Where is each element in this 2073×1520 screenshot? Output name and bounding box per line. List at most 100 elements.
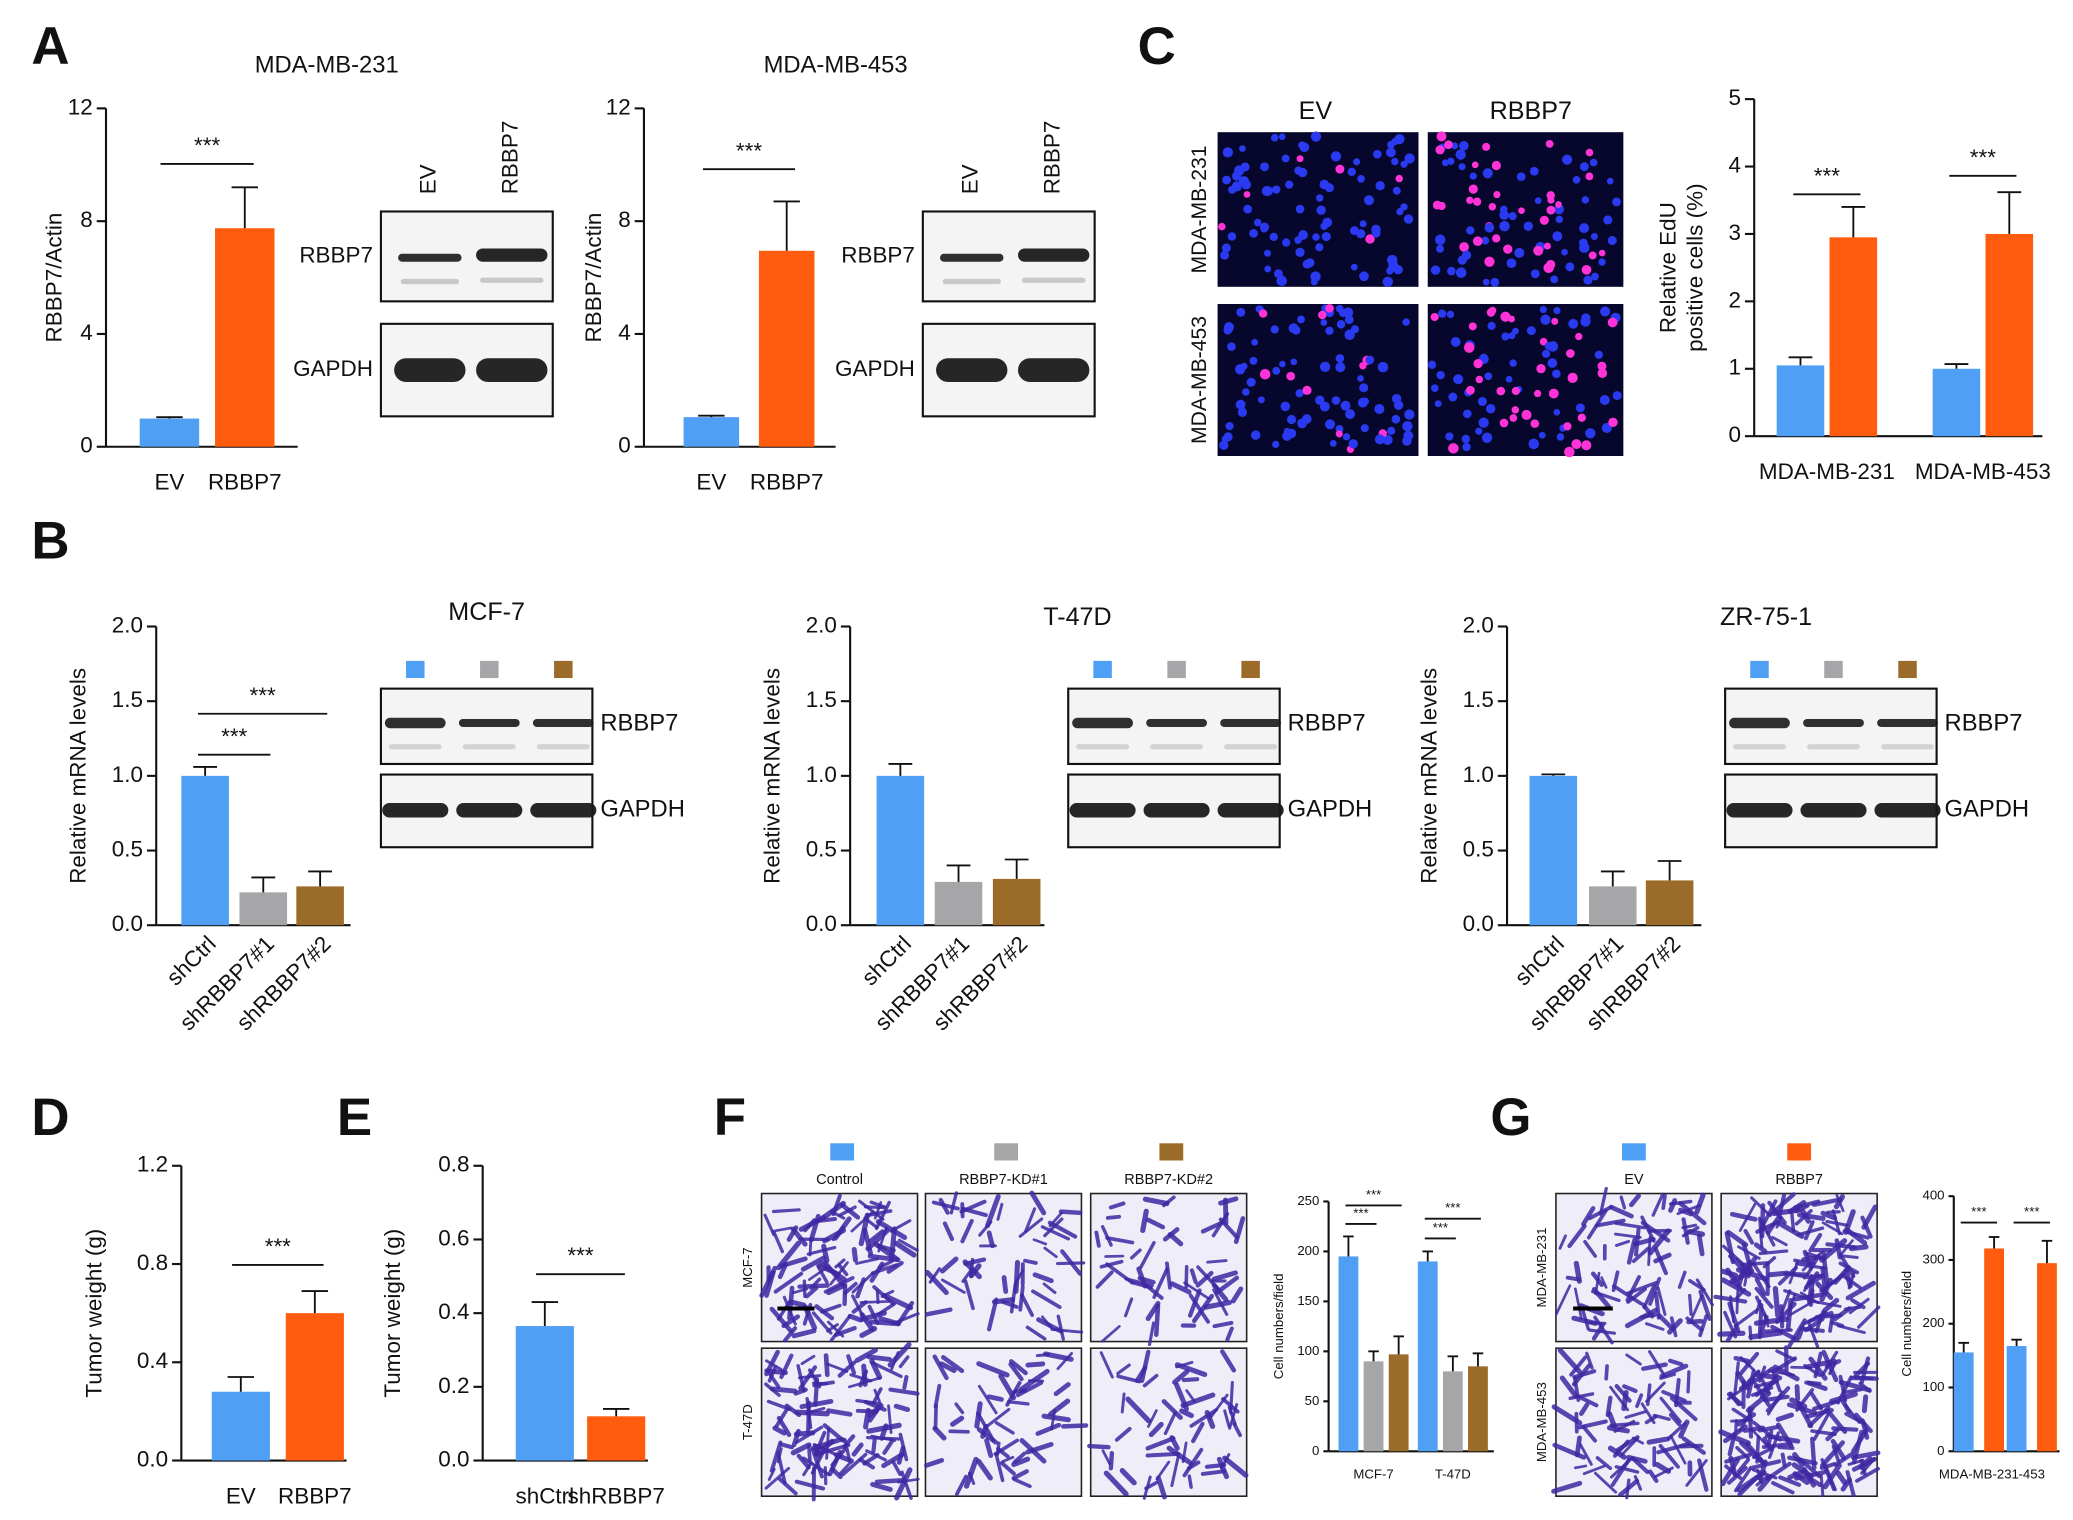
stained-cell [1858, 1381, 1872, 1393]
nucleus [1521, 409, 1532, 420]
stained-cell [1794, 1209, 1813, 1226]
stained-cell [854, 1347, 878, 1363]
x-tick-label: T-47D [1435, 1467, 1471, 1482]
stained-cell [1223, 1409, 1231, 1428]
stained-cell [1567, 1223, 1587, 1249]
stained-cell [1845, 1280, 1877, 1301]
panel-label: F [714, 1088, 746, 1147]
significance-label: *** [736, 138, 762, 163]
stained-cell [1788, 1301, 1812, 1317]
stained-cell [1212, 1288, 1229, 1316]
nucleus [1472, 197, 1482, 206]
stained-cell [1620, 1437, 1639, 1457]
stained-cell [1614, 1221, 1647, 1230]
stained-cell [1204, 1462, 1227, 1469]
stained-cell [1140, 1208, 1149, 1234]
significance-label: *** [567, 1243, 593, 1268]
stained-cell [1720, 1268, 1739, 1278]
y-tick-label: 2 [1728, 287, 1741, 312]
micrograph-row-label: T-47D [740, 1404, 755, 1440]
bar [1468, 1366, 1488, 1452]
stained-cell [1579, 1402, 1590, 1416]
nucleus [1250, 430, 1261, 440]
bar [1932, 368, 1981, 437]
stained-cell [1152, 1267, 1169, 1299]
nucleus [1563, 422, 1572, 431]
stained-cell [851, 1246, 858, 1263]
nucleus [1338, 308, 1348, 318]
stained-cell [924, 1307, 953, 1317]
stained-cell [1737, 1245, 1761, 1260]
blot-band [530, 802, 597, 818]
nucleus [1581, 196, 1590, 204]
nucleus [1543, 242, 1551, 250]
nucleus [1451, 142, 1459, 150]
blot-band [1069, 802, 1136, 818]
stained-cell [1779, 1289, 1792, 1315]
nucleus [1396, 208, 1404, 216]
blot-band [1224, 744, 1278, 750]
stained-cell [1187, 1288, 1202, 1318]
stained-cell [1698, 1314, 1709, 1338]
stained-cell [1014, 1268, 1025, 1284]
nucleus [1392, 186, 1401, 195]
blot-band [388, 744, 442, 750]
legend-swatch [1824, 660, 1843, 679]
stained-cell [1771, 1481, 1795, 1495]
stained-cell [1787, 1469, 1806, 1480]
stained-cell [1187, 1474, 1193, 1489]
blot-band [532, 719, 594, 727]
blot-band [1146, 719, 1208, 727]
nucleus [1249, 356, 1258, 365]
stained-cell [983, 1407, 1011, 1430]
stained-cell [932, 1425, 947, 1441]
stained-cell [1801, 1251, 1823, 1272]
nucleus [1447, 266, 1456, 276]
nucleus [1322, 217, 1333, 228]
stained-cell [1753, 1379, 1780, 1389]
nucleus [1493, 191, 1501, 199]
nucleus [1434, 400, 1442, 408]
nucleus [1373, 149, 1382, 159]
blot-band [1072, 717, 1133, 729]
bar [1645, 880, 1694, 926]
nucleus [1547, 196, 1555, 204]
bar [239, 892, 288, 926]
stained-cell [1842, 1254, 1859, 1259]
stained-cell [1582, 1464, 1607, 1476]
nucleus [1302, 385, 1312, 395]
stained-cell [1189, 1268, 1198, 1285]
nucleus [1251, 338, 1259, 346]
y-tick-label: 8 [618, 207, 631, 232]
nucleus [1290, 358, 1298, 366]
y-axis-label: Cell numbers/field [1271, 1274, 1286, 1380]
nucleus [1526, 326, 1536, 336]
nucleus [1400, 160, 1408, 168]
nucleus [1500, 311, 1511, 322]
stained-cell [1729, 1211, 1758, 1222]
nucleus [1475, 375, 1484, 384]
significance-label: *** [221, 724, 247, 749]
stained-cell [932, 1354, 949, 1381]
stained-cell [1607, 1411, 1617, 1429]
x-tick-label: shRBBP7 [568, 1483, 665, 1508]
stained-cell [1222, 1197, 1229, 1226]
stained-cell [976, 1361, 1010, 1378]
panel-label: D [31, 1088, 69, 1147]
nucleus [1241, 180, 1251, 190]
stained-cell [1222, 1455, 1249, 1478]
nucleus [1235, 364, 1246, 375]
stained-cell [779, 1442, 795, 1450]
stained-cell [1099, 1351, 1114, 1379]
stained-cell [807, 1444, 812, 1462]
stained-cell [1694, 1192, 1706, 1215]
blot-band [1803, 719, 1864, 727]
stained-cell [1724, 1464, 1743, 1480]
y-axis-label: positive cells (%) [1683, 183, 1708, 351]
stained-cell [1668, 1358, 1684, 1367]
stained-cell [826, 1408, 853, 1417]
y-tick-label: 1.5 [806, 687, 837, 712]
bar [285, 1313, 344, 1461]
nucleus [1608, 417, 1618, 428]
stained-cell [1830, 1438, 1847, 1461]
